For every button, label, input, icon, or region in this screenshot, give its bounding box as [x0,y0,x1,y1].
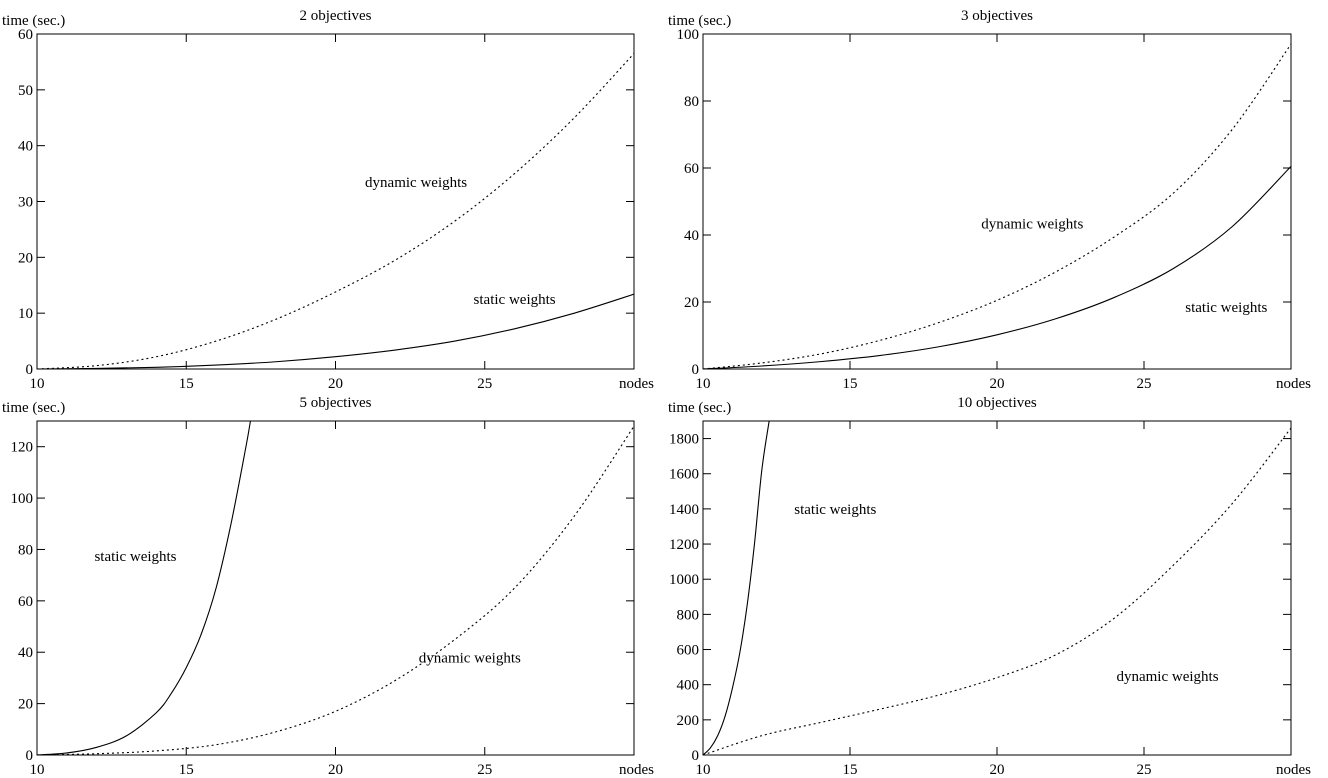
y-tick-label: 400 [677,678,700,694]
x-tick-label: 15 [843,376,858,392]
curve-label: static weights [794,502,876,518]
y-tick-label: 120 [11,440,34,456]
x-tick-label: 20 [328,376,343,392]
plot-frame [36,33,635,370]
y-tick-label: 40 [684,228,699,244]
curve-label: dynamic weights [1116,669,1218,685]
x-tick-label: 15 [179,376,194,392]
y-tick-label: 20 [18,250,33,266]
curve-label: static weights [474,292,556,308]
y-tick-label: 1800 [669,432,699,448]
y-axis-label: time (sec.) [668,13,731,29]
curve-label: dynamic weights [419,650,521,666]
y-tick-label: 40 [18,645,33,661]
y-axis-label: time (sec.) [668,400,731,416]
x-axis-label: nodes [1276,376,1311,392]
series-line-static-weights [37,293,634,369]
y-tick-label: 80 [18,542,33,558]
y-tick-label: 60 [684,161,699,177]
y-tick-label: 1200 [669,537,699,553]
y-tick-label: 20 [18,697,33,713]
y-tick-label: 0 [692,362,700,378]
y-tick-label: 60 [18,27,33,43]
series-line-dynamic-weights [37,53,634,369]
y-axis-label: time (sec.) [2,13,65,29]
y-tick-label: 200 [677,713,700,729]
x-tick-label: 10 [696,762,711,778]
series-line-static-weights [703,165,1291,369]
chart-panel-2: 3 objectives time (sec.) nodes 0 20 40 60 80 100… [668,8,1311,392]
x-axis-label: nodes [1276,762,1311,778]
y-tick-label: 30 [18,195,33,211]
y-tick-label: 0 [26,748,34,764]
y-tick-label: 60 [18,594,33,610]
x-tick-label: 10 [30,376,45,392]
y-tick-label: 40 [18,139,33,155]
x-tick-label: 20 [328,762,343,778]
x-axis-label: nodes [619,762,654,778]
chart-panel-4: 10 objectives time (sec.) nodes 0 200 400 600 8… [668,395,1311,778]
x-tick-label: 20 [990,376,1005,392]
y-tick-label: 0 [692,748,700,764]
y-tick-label: 100 [677,27,700,43]
x-tick-label: 25 [1137,376,1152,392]
chart-title: 10 objectives [957,395,1037,411]
y-axis-label: time (sec.) [2,400,65,416]
chart-title: 2 objectives [299,8,371,24]
y-tick-label: 1400 [669,502,699,518]
y-tick-label: 0 [26,362,34,378]
y-tick-label: 600 [677,643,700,659]
y-tick-label: 20 [684,295,699,311]
x-tick-label: 25 [477,376,492,392]
series-line-dynamic-weights [37,425,634,755]
y-tick-label: 800 [677,607,700,623]
x-tick-label: 15 [843,762,858,778]
series-line-dynamic-weights [703,43,1291,369]
series-line-static-weights [37,421,251,755]
x-tick-label: 15 [179,762,194,778]
y-tick-label: 1600 [669,467,699,483]
chart-title: 3 objectives [961,8,1033,24]
chart-panel-3: 5 objectives time (sec.) nodes 0 20 40 60 80 100… [2,395,654,778]
curve-label: dynamic weights [981,216,1083,232]
y-tick-label: 100 [11,491,34,507]
x-tick-label: 10 [30,762,45,778]
plot-frame [36,420,635,756]
x-tick-label: 25 [477,762,492,778]
series-line-dynamic-weights [703,427,1291,755]
y-tick-label: 1000 [669,572,699,588]
plot-frame [702,420,1292,756]
plot-frame [702,33,1292,370]
x-tick-label: 10 [696,376,711,392]
x-axis-label: nodes [619,376,654,392]
y-tick-label: 80 [684,94,699,110]
chart-title: 5 objectives [299,395,371,411]
series-line-static-weights [703,421,770,755]
y-tick-label: 10 [18,306,33,322]
y-tick-label: 50 [18,83,33,99]
x-tick-label: 25 [1137,762,1152,778]
curve-label: dynamic weights [365,175,467,191]
curve-label: static weights [94,549,176,565]
curve-label: static weights [1185,300,1267,316]
x-tick-label: 20 [990,762,1005,778]
